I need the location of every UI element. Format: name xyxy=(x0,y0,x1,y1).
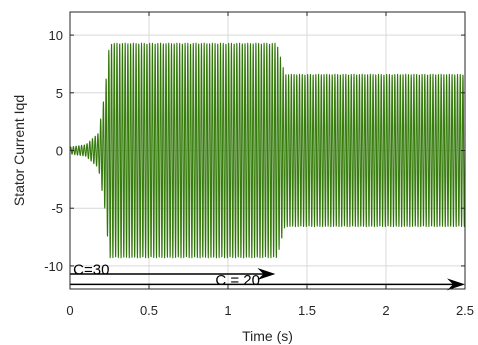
y-tick-label: 0 xyxy=(56,144,63,159)
x-axis-label: Time (s) xyxy=(242,328,293,344)
annotation-arrows xyxy=(70,267,465,291)
x-tick-label: 1 xyxy=(224,303,231,318)
y-tick-label: 5 xyxy=(56,86,63,101)
y-axis-label: Stator Current Iqd xyxy=(11,95,27,206)
x-tick-label: 2 xyxy=(382,303,389,318)
y-tick-label: -5 xyxy=(51,201,63,216)
x-tick-label: 2.5 xyxy=(456,303,474,318)
annotation-c20: C = 20 xyxy=(215,272,260,289)
axis-ticks xyxy=(69,12,466,289)
x-tick-label: 0 xyxy=(66,303,73,318)
arrow-head-1 xyxy=(447,278,465,291)
y-tick-label: 10 xyxy=(49,28,63,43)
y-tick-label: -10 xyxy=(44,259,63,274)
signal-line-shade-0 xyxy=(69,43,466,258)
signal-series xyxy=(69,42,466,259)
tick-labels: 0 0.5 1 1.5 2 2.5 -10 -5 0 5 10 xyxy=(44,28,474,318)
annotation-c30: C=30 xyxy=(73,261,109,278)
x-tick-label: 1.5 xyxy=(298,303,316,318)
x-tick-label: 0.5 xyxy=(140,303,158,318)
arrow-head-0 xyxy=(257,267,276,280)
